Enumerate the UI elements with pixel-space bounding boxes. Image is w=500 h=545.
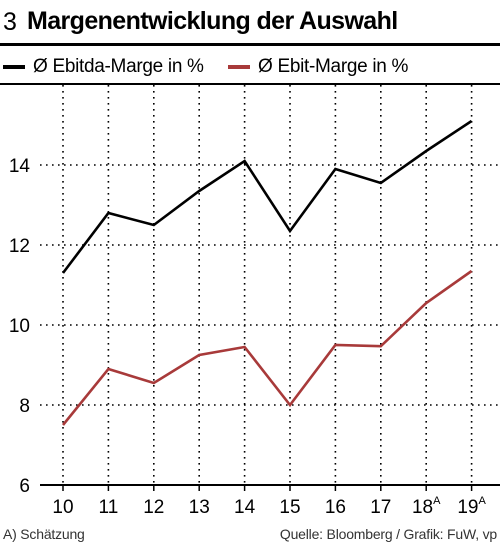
grid (40, 85, 500, 485)
legend-swatch-ebit (228, 65, 250, 69)
y-tick-label-6: 6 (19, 476, 30, 497)
x-tick-label-12: 12 (143, 497, 164, 518)
x-tick-superscript-18: A (433, 495, 441, 507)
x-tick-superscript-19: A (478, 495, 486, 507)
x-tick-label-11: 11 (99, 497, 119, 518)
source-credit: Quelle: Bloomberg / Grafik: FuW, vp (279, 526, 497, 542)
chart-number: 3 (3, 8, 17, 36)
x-tick-label-19: 19A (457, 495, 486, 518)
y-tick-label-12: 12 (9, 236, 30, 257)
legend-label-ebitda: Ø Ebitda-Marge in % (33, 56, 204, 77)
chart-header: 3 Margenentwicklung der Auswahl (0, 0, 500, 42)
line-chart: 6 8 10 12 14 10 11 12 13 14 15 16 17 18A 19A (9, 85, 500, 518)
legend-item-ebitda: Ø Ebitda-Marge in % (3, 53, 204, 81)
legend-label-ebit: Ø Ebit-Marge in % (258, 56, 409, 77)
footnote: A) Schätzung (3, 526, 85, 542)
chart-title: Margenentwicklung der Auswahl (27, 7, 398, 35)
x-tick-label-13: 13 (189, 497, 210, 518)
y-tick-label-14: 14 (9, 156, 31, 177)
series-line-ebitda (61, 119, 473, 274)
x-tick-label-18: 18A (412, 495, 441, 518)
header-rule (0, 43, 500, 46)
legend-swatch-ebitda (3, 65, 25, 69)
x-tick-label-14: 14 (234, 497, 256, 518)
x-tick-label-17: 17 (370, 497, 391, 518)
x-tick-labels: 10 11 12 13 14 15 16 17 18A 19A (52, 495, 486, 518)
axis (40, 484, 500, 491)
y-tick-label-8: 8 (19, 396, 30, 417)
series-line-ebit (61, 269, 473, 426)
series-lines (61, 119, 473, 426)
x-tick-label-10: 10 (52, 497, 73, 518)
y-tick-labels: 6 8 10 12 14 (9, 156, 31, 497)
x-tick-label-15: 15 (279, 497, 300, 518)
x-tick-label-16: 16 (325, 497, 346, 518)
y-tick-label-10: 10 (9, 316, 30, 337)
legend: Ø Ebitda-Marge in % Ø Ebit-Marge in % (0, 53, 500, 81)
legend-item-ebit: Ø Ebit-Marge in % (228, 53, 408, 81)
legend-rule (0, 83, 500, 85)
